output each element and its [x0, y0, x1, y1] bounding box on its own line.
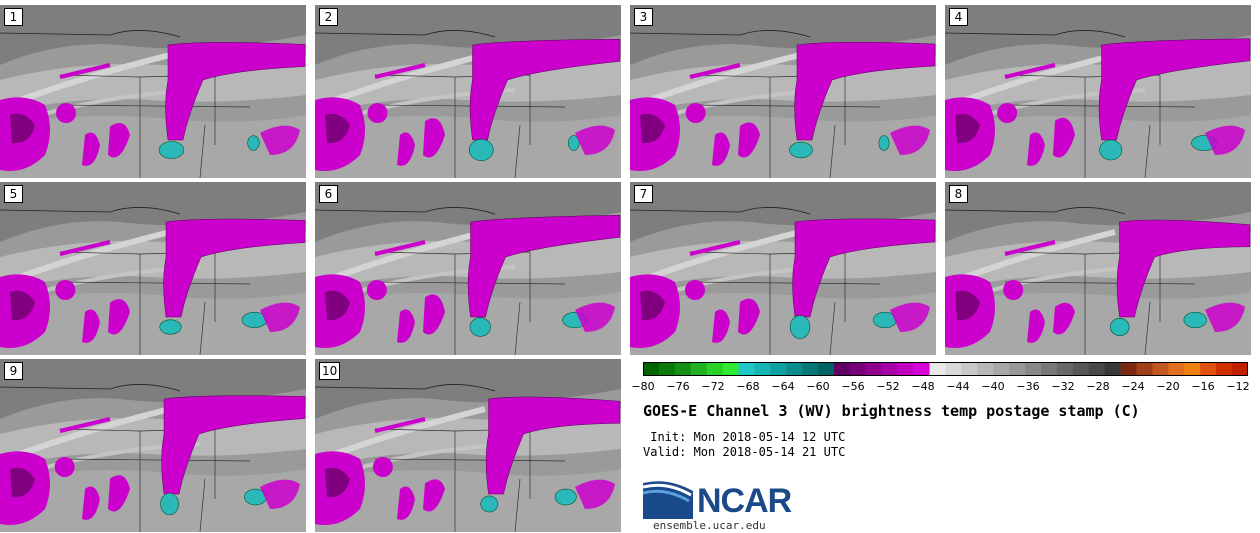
- colorbar-bin: [818, 362, 835, 376]
- wv-map: [945, 5, 1251, 178]
- colorbar-bin: [690, 362, 708, 376]
- colorbar-bin: [706, 362, 724, 376]
- colorbar-tick-label: −56: [841, 380, 865, 393]
- colorbar-bin: [849, 362, 867, 376]
- colorbar-bin: [1025, 362, 1042, 376]
- colorbar-bin: [722, 362, 740, 376]
- colorbar-tick-label: −32: [1051, 380, 1075, 393]
- colorbar-bin: [1168, 362, 1185, 376]
- postage-stamp-panel: 2: [315, 5, 621, 178]
- wv-map: [0, 5, 306, 178]
- valid-time: Valid: Mon 2018-05-14 21 UTC: [643, 445, 846, 459]
- colorbar-bin: [1152, 362, 1169, 376]
- colorbar-tick-label: −44: [946, 380, 970, 393]
- wv-map: [315, 182, 621, 355]
- colorbar-bin: [1088, 362, 1106, 376]
- colorbar-tick-label: −12: [1226, 380, 1250, 393]
- colorbar-bin: [1056, 362, 1074, 376]
- colorbar-tick-label: −68: [736, 380, 760, 393]
- colorbar-bin: [1104, 362, 1122, 376]
- colorbar-bin: [929, 362, 946, 376]
- colorbar-bin: [1136, 362, 1153, 376]
- colorbar-border: [643, 362, 1248, 376]
- colorbar-bin: [770, 362, 787, 376]
- colorbar-tick-label: −16: [1191, 380, 1215, 393]
- colorbar-bin: [738, 362, 755, 376]
- colorbar: [643, 362, 1248, 376]
- postage-stamp-panel: 6: [315, 182, 621, 355]
- wv-map: [315, 5, 621, 178]
- panel-number: 7: [634, 185, 653, 203]
- colorbar-tick-label: −72: [701, 380, 725, 393]
- colorbar-bin: [1216, 362, 1233, 376]
- panel-number: 8: [949, 185, 968, 203]
- colorbar-bin: [786, 362, 803, 376]
- colorbar-bin: [1041, 362, 1058, 376]
- wv-map: [315, 359, 621, 532]
- colorbar-bin: [834, 362, 851, 376]
- postage-stamp-panel: 3: [630, 5, 936, 178]
- colorbar-tick-label: −24: [1121, 380, 1145, 393]
- colorbar-bin: [1009, 362, 1026, 376]
- panel-number: 9: [4, 362, 23, 380]
- site-url: ensemble.ucar.edu: [653, 519, 766, 532]
- colorbar-bin: [961, 362, 978, 376]
- colorbar-bin: [977, 362, 994, 376]
- panel-number: 1: [4, 8, 23, 26]
- colorbar-tick-label: −52: [876, 380, 900, 393]
- colorbar-bin: [658, 362, 676, 376]
- colorbar-bin: [913, 362, 931, 376]
- colorbar-bin: [1200, 362, 1217, 376]
- panel-number: 6: [319, 185, 338, 203]
- panel-number: 4: [949, 8, 968, 26]
- colorbar-tick-label: −36: [1016, 380, 1040, 393]
- ncar-logo-text: NCAR: [697, 482, 792, 520]
- postage-stamp-panel: 9: [0, 359, 306, 532]
- colorbar-bin: [1120, 362, 1138, 376]
- colorbar-tick-label: −64: [771, 380, 795, 393]
- postage-stamp-panel: 10: [315, 359, 621, 532]
- init-time: Init: Mon 2018-05-14 12 UTC: [643, 430, 846, 444]
- colorbar-bin: [881, 362, 899, 376]
- colorbar-tick-label: −28: [1086, 380, 1110, 393]
- colorbar-tick-label: −40: [981, 380, 1005, 393]
- colorbar-bin: [643, 362, 660, 376]
- figure-title: GOES-E Channel 3 (WV) brightness temp po…: [643, 402, 1140, 420]
- colorbar-bin: [1232, 362, 1248, 376]
- panel-number: 2: [319, 8, 338, 26]
- colorbar-bin: [802, 362, 819, 376]
- postage-stamp-panel: 5: [0, 182, 306, 355]
- colorbar-bin: [674, 362, 692, 376]
- wv-map: [0, 359, 306, 532]
- colorbar-bin: [1072, 362, 1090, 376]
- postage-stamp-panel: 4: [945, 5, 1251, 178]
- wv-map: [630, 5, 936, 178]
- colorbar-tick-label: −20: [1156, 380, 1180, 393]
- colorbar-bin: [1184, 362, 1201, 376]
- panel-number: 5: [4, 185, 23, 203]
- wv-map: [0, 182, 306, 355]
- colorbar-bin: [897, 362, 915, 376]
- panel-number: 10: [319, 362, 341, 380]
- postage-stamp-panel: 1: [0, 5, 306, 178]
- colorbar-tick-label: −76: [666, 380, 690, 393]
- colorbar-tick-label: −60: [806, 380, 830, 393]
- colorbar-tick-label: −80: [631, 380, 655, 393]
- panel-number: 3: [634, 8, 653, 26]
- colorbar-bin: [754, 362, 771, 376]
- wv-map: [630, 182, 936, 355]
- colorbar-tick-label: −48: [911, 380, 935, 393]
- colorbar-bin: [993, 362, 1010, 376]
- postage-stamp-panel: 8: [945, 182, 1251, 355]
- colorbar-bin: [945, 362, 962, 376]
- colorbar-bin: [865, 362, 883, 376]
- postage-stamp-panel: 7: [630, 182, 936, 355]
- wv-map: [945, 182, 1251, 355]
- ncar-logo-icon: [643, 481, 693, 519]
